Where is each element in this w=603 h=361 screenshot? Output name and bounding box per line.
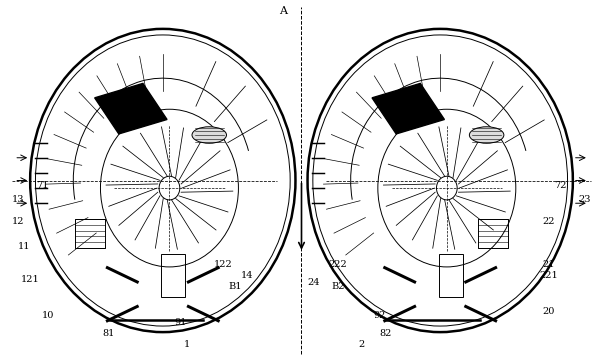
Text: 12: 12: [12, 217, 24, 226]
Text: 13: 13: [12, 195, 24, 204]
Text: B2: B2: [331, 282, 344, 291]
Text: 71: 71: [36, 181, 48, 190]
Bar: [478, 219, 508, 248]
Text: 14: 14: [241, 271, 253, 280]
Text: 72: 72: [555, 181, 567, 190]
Text: 221: 221: [539, 271, 558, 280]
Ellipse shape: [469, 127, 504, 143]
Text: 24: 24: [308, 278, 320, 287]
Text: A: A: [279, 6, 288, 17]
Text: 91: 91: [175, 318, 187, 327]
Text: B1: B1: [229, 282, 242, 291]
Text: 2: 2: [359, 340, 365, 349]
Bar: [162, 254, 186, 297]
Ellipse shape: [192, 127, 227, 143]
Polygon shape: [372, 83, 444, 134]
Polygon shape: [95, 83, 167, 134]
Text: 81: 81: [103, 329, 115, 338]
Text: 121: 121: [21, 275, 40, 284]
Text: 21: 21: [543, 260, 555, 269]
Text: 11: 11: [18, 242, 30, 251]
Text: 92: 92: [374, 311, 386, 320]
Text: 222: 222: [328, 260, 347, 269]
Text: 82: 82: [380, 329, 392, 338]
Bar: [439, 254, 463, 297]
Text: 1: 1: [184, 340, 190, 349]
Text: 10: 10: [42, 311, 54, 320]
Text: 22: 22: [543, 217, 555, 226]
Bar: [75, 219, 105, 248]
Text: 23: 23: [579, 195, 591, 204]
Text: 122: 122: [213, 260, 233, 269]
Text: 20: 20: [543, 307, 555, 316]
